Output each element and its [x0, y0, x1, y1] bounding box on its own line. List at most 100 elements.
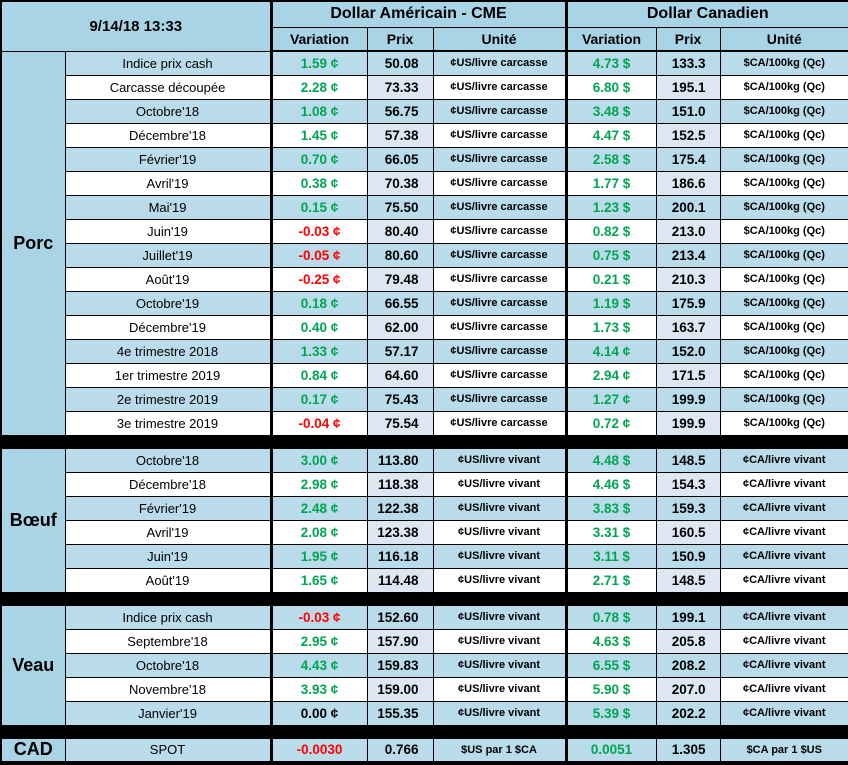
row-label: Octobre'19	[64, 290, 272, 316]
us-price: 0.766	[366, 737, 434, 763]
us-variation: 0.84 ¢	[269, 362, 368, 388]
table-row: Décembre'18 2.98 ¢ 118.38 ¢US/livre vivant 4…	[1, 471, 848, 497]
ca-variation: 6.80 $	[564, 74, 657, 100]
ca-unit: ¢CA/livre vivant	[719, 567, 848, 593]
us-unite-header: Unité	[432, 26, 567, 52]
ca-price: 1.305	[655, 737, 721, 763]
ca-variation: 4.47 $	[564, 122, 657, 148]
us-variation: 0.15 ¢	[269, 194, 368, 220]
us-price: 75.43	[366, 386, 434, 412]
table-row: Août'19 1.65 ¢ 114.48 ¢US/livre vivant 2.71 …	[1, 567, 848, 593]
us-variation: 1.65 ¢	[269, 567, 368, 593]
row-label: Décembre'18	[64, 122, 272, 148]
ca-unit: ¢CA/livre vivant	[719, 700, 848, 726]
ca-unit: ¢CA/livre vivant	[719, 471, 848, 497]
ca-price: 175.9	[655, 290, 721, 316]
ca-unit: ¢CA/livre vivant	[719, 495, 848, 521]
table-row: Veau Indice prix cash -0.03 ¢ 152.60 ¢US/liv…	[0, 604, 848, 726]
us-price: 64.60	[366, 362, 434, 388]
ca-unit: $CA/100kg (Qc)	[719, 74, 848, 100]
us-price: 66.05	[366, 146, 434, 172]
row-label: Février'19	[64, 495, 272, 521]
ca-price: 151.0	[655, 98, 721, 124]
row-label: Avril'19	[64, 519, 272, 545]
ca-unit: ¢CA/livre vivant	[719, 447, 848, 473]
row-label: Avril'19	[64, 170, 272, 196]
ca-unit: $CA/100kg (Qc)	[719, 290, 848, 316]
section-divider	[1, 435, 848, 448]
us-unit: ¢US/livre vivant	[432, 567, 567, 593]
us-unit: ¢US/livre carcasse	[432, 98, 567, 124]
ca-unit: $CA/100kg (Qc)	[719, 170, 848, 196]
ca-unit: $CA/100kg (Qc)	[719, 266, 848, 292]
us-unit: ¢US/livre carcasse	[432, 266, 567, 292]
us-variation: -0.03 ¢	[269, 604, 368, 630]
section-divider-band	[1, 592, 848, 605]
row-label: Août'19	[64, 567, 272, 593]
ca-unit: $CA/100kg (Qc)	[719, 194, 848, 220]
ca-unit: $CA/100kg (Qc)	[719, 314, 848, 340]
table-row: Novembre'18 3.93 ¢ 159.00 ¢US/livre vivant 5…	[1, 676, 848, 702]
us-price: 80.40	[366, 218, 434, 244]
us-unit: ¢US/livre carcasse	[432, 122, 567, 148]
ca-unit: ¢CA/livre vivant	[719, 604, 848, 630]
table-body: Porc Indice prix cash 1.59 ¢ 50.08 ¢US/livre…	[0, 50, 848, 763]
us-unit: ¢US/livre carcasse	[432, 386, 567, 412]
us-unit: ¢US/livre carcasse	[432, 146, 567, 172]
ca-variation: 4.63 $	[564, 628, 657, 654]
ca-unit: $CA/100kg (Qc)	[719, 218, 848, 244]
ca-price: 148.5	[655, 567, 721, 593]
ca-unite-header: Unité	[719, 26, 848, 52]
ca-unit: ¢CA/livre vivant	[719, 628, 848, 654]
us-unit: ¢US/livre vivant	[432, 604, 567, 630]
section-divider-band	[1, 435, 848, 448]
us-price: 113.80	[366, 447, 434, 473]
ca-unit: $CA/100kg (Qc)	[719, 338, 848, 364]
ca-variation: 3.83 $	[564, 495, 657, 521]
row-label: Février'19	[64, 146, 272, 172]
section-divider-band	[1, 725, 848, 738]
us-unit: ¢US/livre vivant	[432, 447, 567, 473]
ca-unit: ¢CA/livre vivant	[719, 652, 848, 678]
us-variation: 2.08 ¢	[269, 519, 368, 545]
us-price: 152.60	[366, 604, 434, 630]
ca-unit: $CA/100kg (Qc)	[719, 98, 848, 124]
ca-variation: 1.77 $	[564, 170, 657, 196]
row-label: Décembre'19	[64, 314, 272, 340]
row-label: Indice prix cash	[64, 604, 272, 630]
timestamp: 9/14/18 13:33	[0, 0, 272, 52]
table-row: Septembre'18 2.95 ¢ 157.90 ¢US/livre vivant…	[1, 628, 848, 654]
ca-unit: $CA/100kg (Qc)	[719, 362, 848, 388]
ca-variation: 0.82 $	[564, 218, 657, 244]
us-variation: 1.95 ¢	[269, 543, 368, 569]
ca-price: 152.0	[655, 338, 721, 364]
us-price: 122.38	[366, 495, 434, 521]
ca-price: 163.7	[655, 314, 721, 340]
table-row: 1er trimestre 2019 0.84 ¢ 64.60 ¢US/livre c…	[1, 362, 848, 388]
us-unit: ¢US/livre carcasse	[432, 242, 567, 268]
us-price: 159.83	[366, 652, 434, 678]
table-row: 3e trimestre 2019 -0.04 ¢ 75.54 ¢US/livre c…	[1, 410, 848, 436]
us-variation-header: Variation	[269, 26, 368, 52]
row-label: Indice prix cash	[64, 50, 272, 76]
us-variation: 0.00 ¢	[269, 700, 368, 726]
header-row-groups: 9/14/18 13:33 Dollar Américain - CME Dol…	[0, 0, 848, 52]
us-price: 50.08	[366, 50, 434, 76]
us-unit: ¢US/livre carcasse	[432, 170, 567, 196]
us-price: 73.33	[366, 74, 434, 100]
ca-variation: 0.72 ¢	[564, 410, 657, 436]
table-row: CAD SPOT -0.0030 0.766 $US par 1 $CA 0.0051 1.…	[0, 737, 848, 763]
us-prix-header: Prix	[366, 26, 434, 52]
ca-price: 199.1	[655, 604, 721, 630]
us-unit: ¢US/livre vivant	[432, 543, 567, 569]
us-variation: 0.38 ¢	[269, 170, 368, 196]
group-label: Bœuf	[0, 447, 66, 593]
us-unit: ¢US/livre carcasse	[432, 362, 567, 388]
table-row: Décembre'18 1.45 ¢ 57.38 ¢US/livre carcasse…	[1, 122, 848, 148]
ca-variation: 0.21 $	[564, 266, 657, 292]
table-row: Avril'19 2.08 ¢ 123.38 ¢US/livre vivant 3.31…	[1, 519, 848, 545]
us-unit: ¢US/livre vivant	[432, 519, 567, 545]
row-label: Juin'19	[64, 543, 272, 569]
us-variation: 0.70 ¢	[269, 146, 368, 172]
